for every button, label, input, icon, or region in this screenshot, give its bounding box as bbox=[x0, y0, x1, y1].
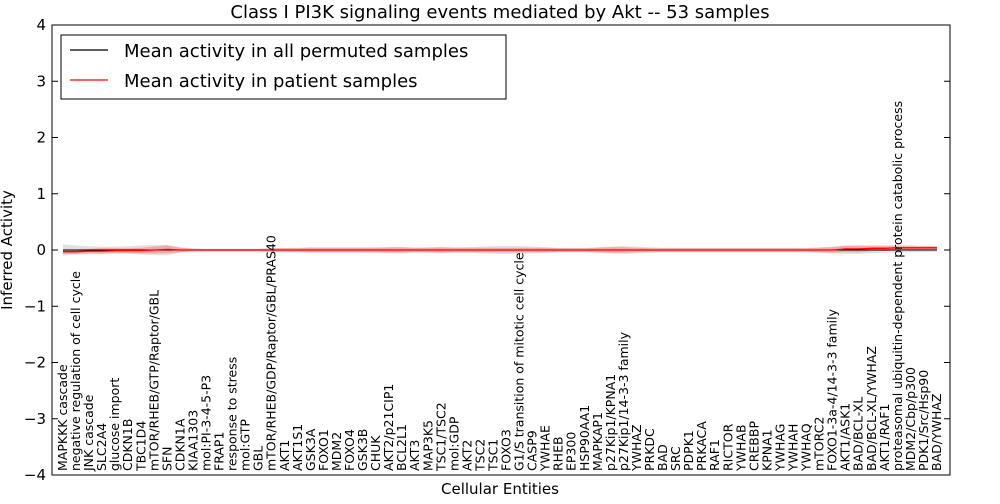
x-tick-label: response to stress bbox=[225, 357, 240, 471]
x-tick-label: mol:PI-3-4-5-P3 bbox=[199, 375, 214, 471]
y-tick-label: −3 bbox=[24, 410, 46, 428]
x-tick-label: YWHAH bbox=[786, 424, 801, 472]
x-tick-label: TSC1 bbox=[486, 439, 501, 472]
x-tick-label: AKT2/p21CIP1 bbox=[381, 384, 396, 471]
x-tick-label: FOXO3 bbox=[499, 429, 514, 471]
x-tick-label: KPNA1 bbox=[759, 429, 774, 471]
x-tick-label: AKT1/RAF1 bbox=[877, 404, 892, 471]
x-tick-label: RAF1 bbox=[707, 439, 722, 471]
x-tick-label: GSK3A bbox=[303, 428, 318, 471]
x-tick-label: negative regulation of cell cycle bbox=[68, 271, 83, 471]
y-axis: −4 −3 −2 −1 0 1 2 3 4 bbox=[24, 16, 950, 484]
x-tick-label: EP300 bbox=[564, 432, 579, 471]
x-tick-label: FOXO4 bbox=[342, 429, 357, 471]
x-tick-label: YWHAQ bbox=[799, 423, 814, 472]
y-tick-label: 4 bbox=[36, 16, 46, 34]
x-tick-label: AKT1S1 bbox=[290, 424, 305, 471]
x-tick-label: MAPKAP1 bbox=[590, 412, 605, 471]
x-tick-label: JNK cascade bbox=[81, 394, 96, 472]
chart-title: Class I PI3K signaling events mediated b… bbox=[230, 2, 769, 23]
line-patient bbox=[63, 247, 937, 253]
y-tick-label: −2 bbox=[24, 354, 46, 372]
x-tick-label: CDKN1B bbox=[120, 419, 135, 471]
x-tick-label: GBL bbox=[251, 446, 266, 471]
x-tick-label: mTOR/RHEB/GTP/Raptor/GBL bbox=[146, 290, 161, 471]
x-tick-label: BAD/BCL-XL bbox=[851, 397, 866, 471]
series-lines bbox=[63, 247, 937, 253]
y-tick-label: 1 bbox=[36, 185, 46, 203]
x-tick-label: mol:GTP bbox=[238, 419, 253, 471]
y-tick-label: −1 bbox=[24, 297, 46, 315]
x-tick-label: MAPKKK cascade bbox=[55, 364, 70, 471]
x-tick-label: MDM2 bbox=[329, 432, 344, 471]
x-tick-label: p27Kip1/14-3-3 family bbox=[616, 331, 631, 471]
x-tick-label: CREBBP bbox=[746, 421, 761, 471]
x-tick-label: YWHAZ bbox=[629, 424, 644, 472]
x-tick-label: AKT1/ASK1 bbox=[838, 403, 853, 471]
x-tick-label: PRKACA bbox=[694, 421, 709, 471]
x-tick-label: FOXO1 bbox=[316, 429, 331, 471]
x-tick-label: mTOR/RHEB/GDP/Raptor/GBL/PRAS40 bbox=[264, 235, 279, 471]
plot-frame bbox=[51, 24, 951, 476]
x-tick-label: MAP3K5 bbox=[420, 420, 435, 471]
x-tick-label: PDK1/Src/Hsp90 bbox=[916, 370, 931, 471]
x-tick-label: glucose import bbox=[107, 378, 122, 471]
legend-label-permuted: Mean activity in all permuted samples bbox=[124, 41, 468, 62]
x-tick-label: p27Kip1/KPNA1 bbox=[603, 374, 618, 471]
x-tick-label: PDPK1 bbox=[681, 430, 696, 471]
x-tick-label: TSC2 bbox=[472, 439, 487, 472]
y-tick-label: 3 bbox=[36, 72, 46, 90]
x-tick-label: HSP90AA1 bbox=[577, 405, 592, 471]
x-tick-label: FOXO1-3a-4/14-3-3 family bbox=[825, 308, 840, 471]
x-axis-label: Cellular Entities bbox=[441, 480, 559, 498]
x-tick-label: CASP9 bbox=[525, 430, 540, 471]
x-tick-label: YWHAB bbox=[733, 424, 748, 472]
x-tick-label: BAD/YWHAZ bbox=[929, 394, 944, 471]
x-tick-label: SRC bbox=[668, 446, 683, 471]
x-tick-label: BCL2L1 bbox=[394, 424, 409, 471]
x-tick-label: AKT2 bbox=[459, 440, 474, 471]
x-tick-label: RICTOR bbox=[720, 423, 735, 471]
x-tick-label: BAD/BCL-XL/YWHAZ bbox=[864, 346, 879, 471]
x-tick-label: KIAA1303 bbox=[185, 410, 200, 471]
x-tick-label: mTORC2 bbox=[812, 417, 827, 471]
x-tick-label: YWHAG bbox=[773, 424, 788, 472]
x-tick-label: RHEB bbox=[551, 436, 566, 471]
x-tick-label: PRKDC bbox=[642, 428, 657, 471]
x-tick-label: SLC2A4 bbox=[94, 423, 109, 471]
x-tick-label: GSK3B bbox=[355, 429, 370, 471]
legend-label-patient: Mean activity in patient samples bbox=[124, 71, 418, 92]
x-tick-label: FRAP1 bbox=[212, 432, 227, 471]
y-tick-label: −4 bbox=[24, 466, 46, 484]
legend: Mean activity in all permuted samples Me… bbox=[60, 34, 507, 100]
y-axis-label: Inferred Activity bbox=[0, 190, 16, 310]
x-tick-label: MDM2/Cbp/p300 bbox=[903, 367, 918, 471]
x-tick-label: TBC1D4 bbox=[133, 421, 148, 472]
x-tick-label: BAD bbox=[655, 444, 670, 471]
x-tick-label: SFN bbox=[159, 447, 174, 471]
x-tick-label: YWHAE bbox=[538, 425, 553, 472]
x-tick-label: AKT3 bbox=[407, 440, 422, 471]
x-tick-label: CHUK bbox=[368, 435, 383, 471]
x-tick-label: mol:GDP bbox=[446, 416, 461, 471]
x-tick-label: CDKN1A bbox=[172, 418, 187, 471]
x-tick-label: G1/S transition of mitotic cell cycle bbox=[512, 252, 527, 471]
y-tick-label: 0 bbox=[36, 241, 46, 259]
x-tick-label: AKT1 bbox=[277, 440, 292, 471]
y-tick-label: 2 bbox=[36, 129, 46, 147]
x-tick-label: TSC1/TSC2 bbox=[433, 402, 448, 472]
legend-box bbox=[60, 34, 507, 100]
x-tick-label: proteasomal ubiquitin-dependent protein … bbox=[890, 101, 905, 471]
